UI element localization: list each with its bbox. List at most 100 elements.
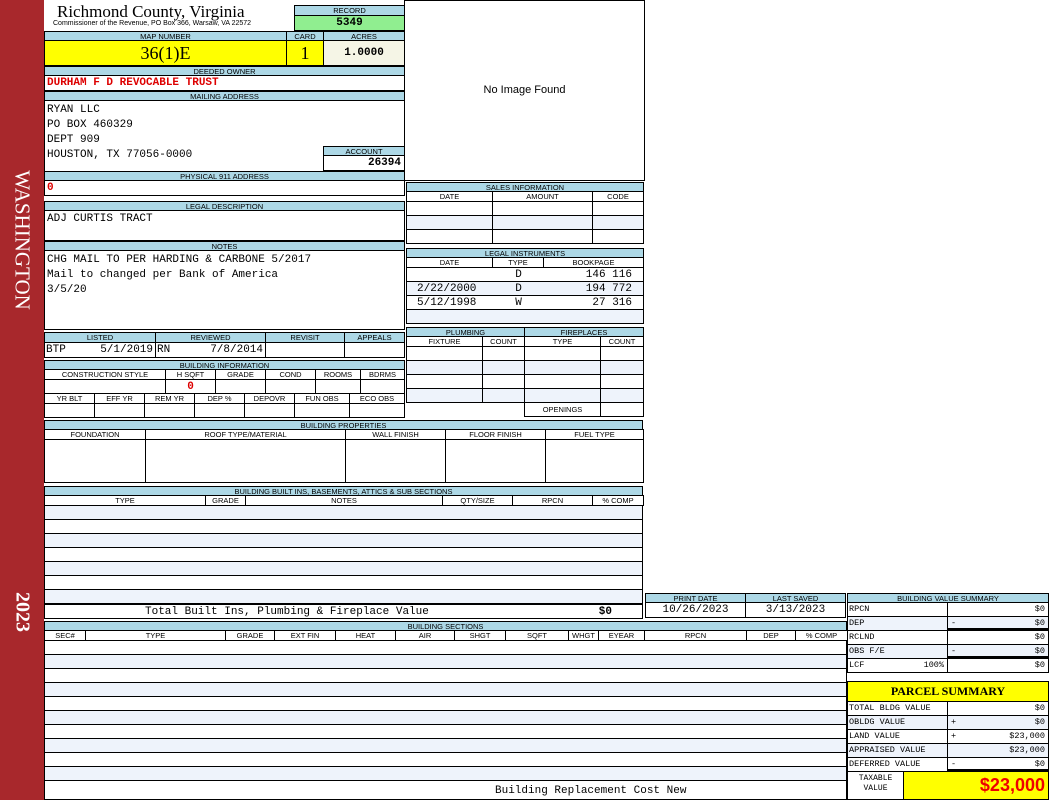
- building-info-cell: [265, 379, 316, 394]
- parcel-summary-title: PARCEL SUMMARY: [890, 684, 1006, 698]
- record-value: 5349: [294, 15, 405, 31]
- page-subtitle: Commissioner of the Revenue, PO Box 366,…: [53, 20, 252, 27]
- instrument-bookpage: 194 772: [585, 283, 632, 295]
- builtins-row: [44, 505, 643, 520]
- instrument-date: 2/22/2000: [417, 283, 477, 295]
- builtins-total-value: $0: [598, 606, 612, 618]
- building-info-cell: [294, 403, 350, 418]
- summary-sign: -: [951, 618, 957, 628]
- summary-value: $0: [1034, 646, 1045, 656]
- notes-line: Mail to changed per Bank of America: [47, 269, 279, 281]
- summary-pct: 100%: [923, 660, 944, 670]
- plumbing-fireplace-cell: [524, 360, 601, 375]
- notes-box: CHG MAIL TO PER HARDING & CARBONE 5/2017…: [44, 250, 405, 330]
- summary-label: OBS F/E: [849, 646, 885, 656]
- summary-label-cell: TOTAL BLDG VALUE: [847, 701, 948, 716]
- builtins-row: [44, 561, 643, 576]
- section-row: [44, 710, 847, 725]
- summary-value-cell: $0: [947, 658, 1049, 673]
- plumbing-fireplace-cell: [406, 360, 483, 375]
- instrument-bookpage: 146 116: [585, 269, 632, 281]
- summary-value: $0: [1034, 660, 1045, 670]
- instrument-type: W: [515, 297, 522, 309]
- mailing-line: DEPT 909: [47, 134, 100, 146]
- properties-cell: [545, 439, 644, 483]
- summary-label-cell: APPRAISED VALUE: [847, 743, 948, 758]
- summary-value-cell: + $0: [947, 715, 1049, 730]
- plumbing-fireplace-cell: [600, 360, 644, 375]
- summary-label: TOTAL BLDG VALUE: [849, 703, 931, 713]
- summary-value-cell: $0: [947, 701, 1049, 716]
- reviewed-cell: RN 7/8/2014: [155, 342, 266, 358]
- sales-row-cell: [406, 215, 493, 230]
- summary-value: $23,000: [1009, 731, 1045, 741]
- sales-row-cell: [592, 229, 644, 244]
- instrument-date: 5/12/1998: [417, 297, 477, 309]
- summary-sign: -: [951, 646, 957, 656]
- summary-label: RPCN: [849, 604, 870, 614]
- instrument-row: 2/22/2000 D 194 772: [406, 281, 644, 296]
- notes-line: 3/5/20: [47, 284, 87, 296]
- section-row: [44, 752, 847, 767]
- sales-row-cell: [492, 215, 593, 230]
- account-value: 26394: [323, 155, 405, 171]
- map-number-value: 36(1)E: [44, 40, 287, 66]
- section-row: [44, 654, 847, 669]
- building-info-cell: [315, 379, 361, 394]
- builtins-total-row: Total Built Ins, Plumbing & Fireplace Va…: [44, 604, 643, 619]
- builtins-row: [44, 519, 643, 534]
- summary-value: $23,000: [1009, 745, 1045, 755]
- builtins-total-label: Total Built Ins, Plumbing & Fireplace Va…: [145, 606, 429, 618]
- building-info-cell: [94, 403, 145, 418]
- building-info-cell: [215, 379, 266, 394]
- summary-label-cell: RPCN: [847, 602, 948, 617]
- summary-value: $0: [1034, 703, 1045, 713]
- summary-value-cell: - $0: [947, 757, 1049, 772]
- summary-value: $0: [1034, 759, 1045, 769]
- builtins-row: [44, 589, 643, 604]
- plumbing-fireplace-cell: [406, 346, 483, 361]
- instrument-type: D: [515, 283, 522, 295]
- summary-value-cell: $0: [947, 630, 1049, 645]
- summary-label-cell: LCF 100%: [847, 658, 948, 673]
- plumbing-fireplace-cell: [600, 374, 644, 389]
- plumbing-fireplace-cell: [482, 346, 525, 361]
- plumbing-fireplace-cell: [482, 360, 525, 375]
- revisit-cell: [265, 342, 345, 358]
- builtins-row: [44, 575, 643, 590]
- sales-row-cell: [592, 215, 644, 230]
- instrument-row: D 146 116: [406, 267, 644, 282]
- summary-label-cell: LAND VALUE: [847, 729, 948, 744]
- plumbing-fireplace-cell: [600, 388, 644, 403]
- hsqft-value: 0: [187, 381, 194, 393]
- plumbing-fireplace-cell: [406, 388, 483, 403]
- building-info-cell: [360, 379, 405, 394]
- instrument-type: D: [515, 269, 522, 281]
- building-info-cell: [144, 403, 195, 418]
- appeals-cell: [344, 342, 405, 358]
- page-title: Richmond County, Virginia: [57, 2, 245, 21]
- reviewed-date: 7/8/2014: [210, 344, 263, 356]
- side-banner: [0, 0, 44, 800]
- summary-value-cell: $0: [947, 602, 1049, 617]
- properties-cell: [445, 439, 546, 483]
- reviewed-by: RN: [157, 344, 171, 356]
- building-info-cell: [194, 403, 245, 418]
- plumbing-fireplace-cell: [406, 374, 483, 389]
- openings-label: OPENINGS: [524, 402, 601, 417]
- summary-label-cell: RCLND: [847, 630, 948, 645]
- side-label-year: 2023: [11, 592, 34, 632]
- properties-cell: [345, 439, 446, 483]
- section-row: [44, 738, 847, 753]
- acres-value: 1.0000: [323, 40, 405, 66]
- sections-footer: Building Replacement Cost New: [495, 785, 687, 797]
- sales-row-cell: [406, 201, 493, 216]
- instrument-row: [406, 309, 644, 324]
- instrument-bookpage: 27 316: [592, 297, 632, 309]
- listed-by: BTP: [46, 344, 66, 356]
- mailing-line: RYAN LLC: [47, 104, 100, 116]
- plumbing-fireplace-cell: [524, 346, 601, 361]
- section-row: [44, 640, 847, 655]
- summary-label: APPRAISED VALUE: [849, 745, 926, 755]
- summary-label-cell: OBLDG VALUE: [847, 715, 948, 730]
